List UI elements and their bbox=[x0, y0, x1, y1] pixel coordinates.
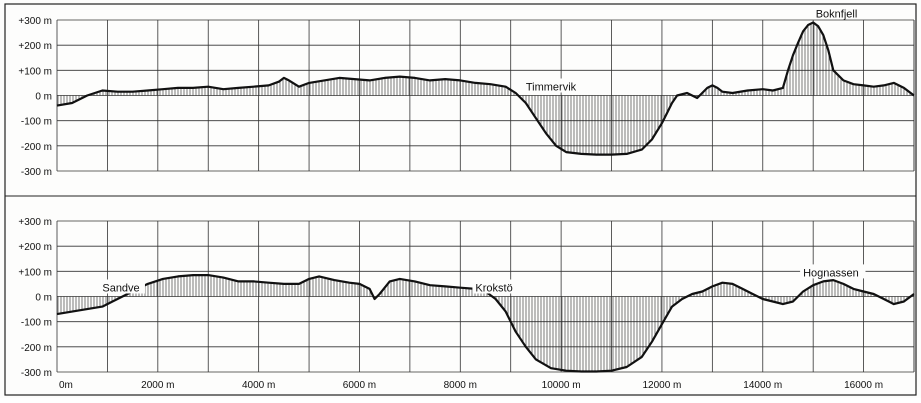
x-tick-label: 14000 m bbox=[743, 380, 782, 391]
y-tick-label: -200 m bbox=[21, 142, 52, 153]
y-tick-label: +200 m bbox=[18, 41, 52, 52]
place-name-label: Krokstö bbox=[475, 283, 512, 295]
outer-frame bbox=[4, 3, 917, 396]
grid bbox=[56, 19, 915, 172]
x-tick-label: 10000 m bbox=[542, 380, 581, 391]
x-tick-label: 16000 m bbox=[844, 380, 883, 391]
annotation-background bbox=[99, 279, 145, 294]
place-name-label: Timmervik bbox=[526, 82, 577, 94]
annotation-background bbox=[800, 264, 866, 279]
grid bbox=[56, 220, 915, 373]
y-tick-label: +100 m bbox=[18, 66, 52, 77]
y-tick-label: +300 m bbox=[18, 217, 52, 228]
y-tick-label: -100 m bbox=[21, 318, 52, 329]
y-tick-label: -100 m bbox=[21, 117, 52, 128]
place-name-label: Boknfjell bbox=[816, 9, 858, 21]
upper-profile-panel: +300 m +200 m +100 m 0 m -100 m -200 m -300 m T… bbox=[18, 5, 915, 178]
annotation-background bbox=[472, 279, 525, 294]
x-tick-label: 8000 m bbox=[444, 380, 477, 391]
y-tick-label: 0 m bbox=[35, 293, 52, 304]
profile-line bbox=[56, 21, 915, 156]
x-tick-label: 0m bbox=[59, 380, 73, 391]
x-tick-label: 12000 m bbox=[642, 380, 681, 391]
y-tick-label: +200 m bbox=[18, 242, 52, 253]
place-name-label: Sandve bbox=[102, 283, 139, 295]
y-tick-label: -200 m bbox=[21, 343, 52, 354]
place-name-label: Hognassen bbox=[803, 267, 859, 279]
lower-profile-panel: +300 m +200 m +100 m 0 m -100 m -200 m -300 m 0… bbox=[18, 217, 915, 391]
y-tick-label: +100 m bbox=[18, 267, 52, 278]
y-tick-label: -300 m bbox=[21, 368, 52, 379]
annotation-background bbox=[522, 78, 589, 93]
profile-line bbox=[56, 274, 915, 373]
x-tick-label: 6000 m bbox=[343, 380, 376, 391]
x-tick-label: 2000 m bbox=[141, 380, 174, 391]
y-tick-label: 0 m bbox=[35, 92, 52, 103]
y-tick-label: -300 m bbox=[21, 167, 52, 178]
x-tick-label: 4000 m bbox=[242, 380, 275, 391]
y-tick-label: +300 m bbox=[18, 16, 52, 27]
annotation-background bbox=[812, 5, 879, 20]
